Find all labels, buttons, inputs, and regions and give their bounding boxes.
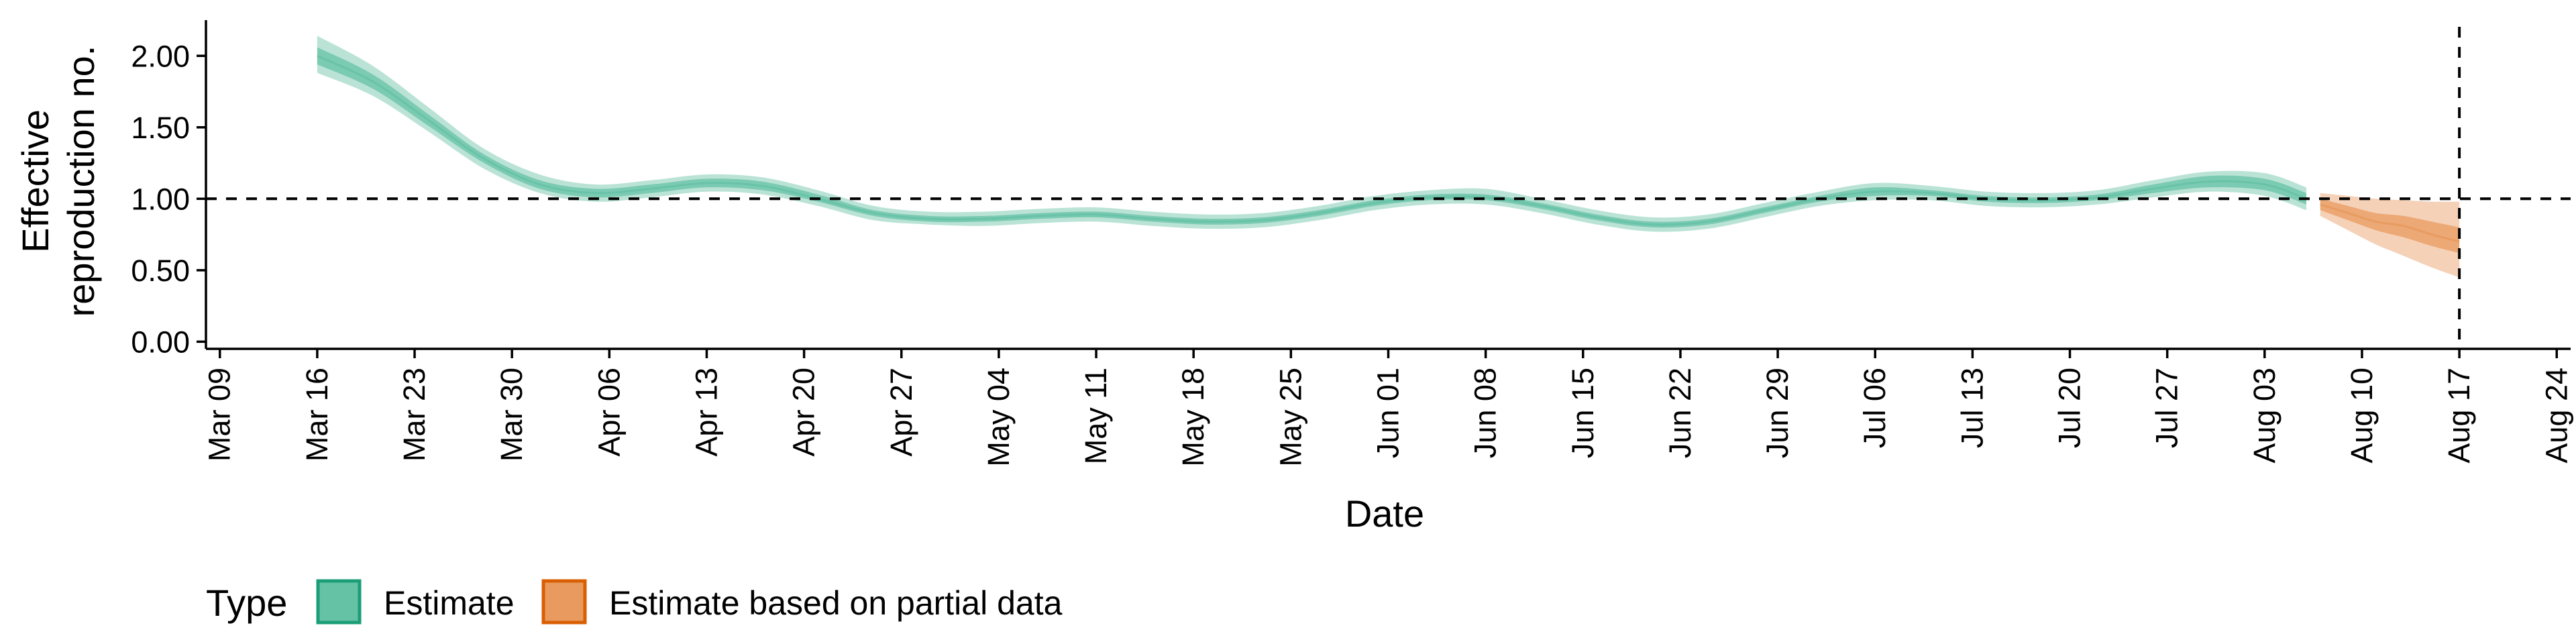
x-tick-label: Jun 29 xyxy=(1760,368,1794,458)
x-tick-label: Jul 27 xyxy=(2150,368,2184,448)
x-tick-label: Aug 03 xyxy=(2247,368,2282,464)
reference-lines xyxy=(206,27,2571,349)
y-ticks: 0.00 0.50 1.00 1.50 2.00 xyxy=(131,39,206,359)
chart-bands xyxy=(317,36,2460,278)
legend-swatch-partial xyxy=(541,579,587,625)
partial-band-50 xyxy=(2320,199,2460,254)
x-tick-label: Mar 16 xyxy=(300,368,334,462)
x-tick-label: Jun 22 xyxy=(1663,368,1697,458)
x-tick-label: Jun 15 xyxy=(1566,368,1600,458)
y-axis-title-line-1: Effective xyxy=(14,109,56,253)
y-axis-title-line-2: reproduction no. xyxy=(60,46,102,317)
x-ticks: Mar 09 Mar 16 Mar 23 Mar 30 Apr 06 Apr 13 Apr … xyxy=(203,349,2573,467)
y-tick-label: 2.00 xyxy=(131,39,190,73)
legend-swatch-estimate xyxy=(316,579,362,625)
legend: Type Estimate Estimate based on partial … xyxy=(206,579,1063,625)
x-tick-label: Mar 23 xyxy=(397,368,431,462)
legend-title: Type xyxy=(206,582,287,624)
x-tick-label: Jul 06 xyxy=(1858,368,1892,448)
x-tick-label: Aug 24 xyxy=(2539,368,2573,464)
y-tick-label: 1.00 xyxy=(131,182,190,216)
x-tick-label: Aug 10 xyxy=(2345,368,2379,464)
x-tick-label: Apr 20 xyxy=(787,368,821,457)
legend-label-estimate: Estimate xyxy=(384,584,515,622)
x-tick-label: May 04 xyxy=(981,368,1016,467)
x-tick-label: Jun 08 xyxy=(1468,368,1503,458)
y-tick-label: 1.50 xyxy=(131,111,190,145)
x-tick-label: Jul 13 xyxy=(1955,368,1989,448)
x-tick-label: Apr 27 xyxy=(884,368,918,457)
x-tick-label: Aug 17 xyxy=(2442,368,2476,464)
x-tick-label: Apr 06 xyxy=(592,368,626,457)
legend-label-partial: Estimate based on partial data xyxy=(609,584,1063,622)
y-tick-label: 0.50 xyxy=(131,254,190,288)
x-tick-label: Apr 13 xyxy=(690,368,724,457)
x-tick-label: May 11 xyxy=(1079,368,1113,464)
x-axis-title: Date xyxy=(1345,492,1424,535)
x-tick-label: May 25 xyxy=(1273,368,1307,467)
x-tick-label: May 18 xyxy=(1176,368,1210,467)
partial-median-line xyxy=(2320,203,2460,243)
x-tick-label: Jun 01 xyxy=(1371,368,1405,458)
x-tick-label: Mar 09 xyxy=(203,368,237,462)
y-tick-label: 0.00 xyxy=(131,325,190,359)
x-tick-label: Mar 30 xyxy=(494,368,529,462)
x-tick-label: Jul 20 xyxy=(2053,368,2087,448)
